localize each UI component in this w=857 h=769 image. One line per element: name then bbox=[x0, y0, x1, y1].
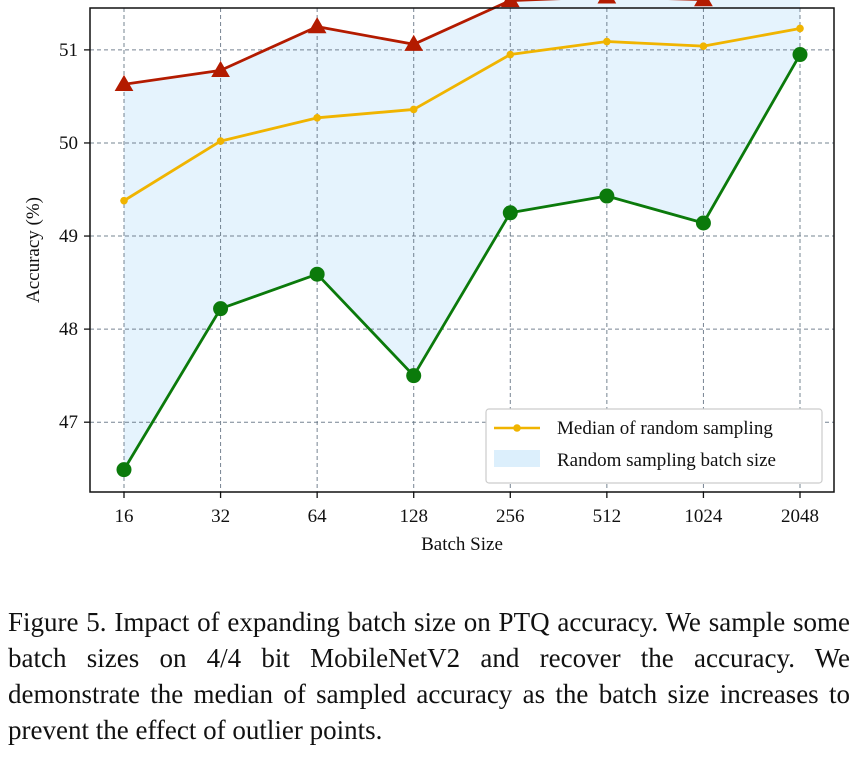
lower-bound-point-512 bbox=[599, 188, 615, 204]
figure-caption: Figure 5. Impact of expanding batch size… bbox=[8, 604, 850, 748]
y-tick-label-48: 48 bbox=[59, 319, 78, 340]
upper-bound-point-128 bbox=[404, 34, 424, 51]
y-tick-label-47: 47 bbox=[59, 412, 78, 433]
median-point-64 bbox=[313, 114, 321, 122]
x-tick-label-1024: 1024 bbox=[684, 506, 723, 527]
median-point-2048 bbox=[796, 24, 804, 33]
median-point-128 bbox=[409, 105, 418, 114]
upper-bound-point-16 bbox=[114, 74, 134, 91]
legend-fill-swatch bbox=[494, 450, 540, 467]
y-tick-label-49: 49 bbox=[59, 226, 78, 247]
median-point-512 bbox=[603, 37, 611, 46]
lower-bound-point-16 bbox=[116, 462, 132, 478]
ticks-layer: 16 32 64 128 256 512 1024 2048 47 48 49 50 51 bbox=[59, 40, 819, 527]
y-tick-label-51: 51 bbox=[59, 40, 78, 61]
lower-bound-point-128 bbox=[406, 368, 422, 384]
y-axis-label: Accuracy (%) bbox=[23, 197, 44, 303]
x-tick-label-512: 512 bbox=[593, 506, 622, 527]
lower-bound-point-32 bbox=[213, 301, 229, 317]
series-layer bbox=[114, 0, 808, 478]
legend-box bbox=[485, 408, 823, 484]
median-line bbox=[122, 27, 802, 203]
x-tick-label-16: 16 bbox=[115, 506, 134, 527]
legend: Median of random sampling Random samplin… bbox=[485, 408, 823, 484]
upper-bound-point-64 bbox=[307, 17, 327, 34]
random-sampling-range-fill bbox=[124, 0, 800, 470]
lower-bound-point-256 bbox=[502, 205, 518, 221]
upper-bound-point-512 bbox=[597, 0, 617, 4]
lower-bound-point-64 bbox=[309, 266, 325, 282]
x-axis-label: Batch Size bbox=[421, 534, 503, 555]
accuracy-vs-batch-size-chart: 16 32 64 128 256 512 1024 2048 47 48 49 50 51 Batch … bbox=[23, 0, 835, 555]
upper-bound-point-256 bbox=[500, 0, 520, 8]
median-point-32 bbox=[216, 137, 225, 145]
median-point-16 bbox=[120, 196, 128, 205]
x-tick-label-64: 64 bbox=[308, 506, 328, 527]
legend-median-marker bbox=[513, 424, 521, 432]
upper-bound-point-1024 bbox=[694, 0, 713, 7]
upper-bound-point-32 bbox=[211, 60, 230, 77]
x-tick-label-2048: 2048 bbox=[781, 506, 819, 527]
fill-layer bbox=[124, 0, 800, 470]
x-tick-label-128: 128 bbox=[399, 506, 428, 527]
x-tick-label-32: 32 bbox=[211, 506, 230, 527]
upper-bound-line bbox=[122, 0, 711, 86]
lower-bound-line bbox=[122, 53, 802, 472]
figure-caption-text: Figure 5. Impact of expanding batch size… bbox=[8, 607, 850, 745]
legend-median-label: Median of random sampling bbox=[557, 418, 773, 439]
x-tick-label-256: 256 bbox=[496, 506, 525, 527]
lower-bound-point-1024 bbox=[695, 215, 711, 231]
legend-fill-label: Random sampling batch size bbox=[557, 450, 776, 471]
plot-frame bbox=[89, 7, 835, 493]
y-tick-label-50: 50 bbox=[59, 133, 78, 154]
median-point-1024 bbox=[699, 42, 708, 50]
median-point-256 bbox=[506, 50, 515, 59]
lower-bound-point-2048 bbox=[792, 47, 808, 63]
